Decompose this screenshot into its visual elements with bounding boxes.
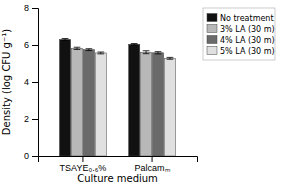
- axis-domain: [32, 9, 39, 157]
- error-bar-line: [86, 49, 93, 51]
- x-tick: TSAYE₀.₆%: [60, 156, 107, 173]
- series: [95, 52, 175, 156]
- axis-domain: [39, 157, 198, 163]
- error-bar: [62, 39, 69, 41]
- y-tick-label: 2: [24, 114, 29, 124]
- error-bar-line: [167, 57, 174, 59]
- y-tick: 0: [24, 151, 38, 161]
- x-tick: Palcamₘ: [135, 156, 170, 173]
- marks: [59, 39, 175, 156]
- x-axis: TSAYE₀.₆% Palcamₘ: [39, 156, 198, 173]
- x-tick-label: Palcamₘ: [135, 163, 170, 173]
- legend-label: 5% LA (30 m): [220, 47, 275, 56]
- series: [71, 47, 151, 156]
- error-bar-line: [74, 47, 81, 49]
- bar: [129, 44, 140, 156]
- error-bar: [86, 49, 93, 51]
- chart: 0 2 4 6 8 TSAYE₀.₆% PalcamₘCulture medium Densi…: [0, 0, 283, 186]
- legend-swatch: [207, 14, 217, 22]
- y-tick: 8: [24, 3, 38, 13]
- x-tick-label: TSAYE₀.₆%: [60, 163, 107, 173]
- series: [59, 39, 139, 156]
- error-bar: [167, 57, 174, 59]
- legend-swatch: [207, 25, 217, 33]
- legend-label: 4% LA (30 m): [220, 36, 275, 45]
- error-bar: [97, 52, 104, 54]
- legend-label: 3% LA (30 m): [220, 25, 275, 34]
- legend-swatch: [207, 36, 217, 44]
- y-tick-mark: [32, 156, 38, 157]
- bar: [164, 58, 175, 156]
- bar: [71, 48, 82, 156]
- error-bar-line: [131, 44, 138, 45]
- bar: [152, 53, 163, 156]
- legend-frame: [203, 8, 275, 60]
- y-tick-mark: [32, 82, 38, 83]
- legend-item: 3% LA (30 m): [207, 25, 275, 34]
- series: [83, 49, 163, 156]
- bar: [95, 53, 106, 156]
- y-tick-label: 8: [24, 3, 29, 13]
- error-bar: [143, 51, 150, 54]
- x-axis-title: Culture medium: [77, 173, 158, 184]
- y-axis: 0 2 4 6 8: [24, 3, 39, 161]
- legend-item: 5% LA (30 m): [207, 47, 275, 56]
- plot: 0 2 4 6 8 TSAYE₀.₆% Palcamₘ: [24, 3, 198, 173]
- y-tick: 4: [24, 77, 38, 87]
- y-tick: 6: [24, 40, 38, 50]
- y-tick-mark: [32, 119, 38, 120]
- error-bar-line: [155, 52, 162, 54]
- y-axis-title: Density (log CFU g⁻¹): [1, 29, 12, 135]
- bar: [59, 39, 70, 156]
- y-tick-mark: [32, 8, 38, 9]
- x-tick-mark: [82, 156, 83, 162]
- bar: [83, 50, 94, 156]
- y-tick-label: 4: [24, 77, 29, 87]
- y-tick-label: 6: [24, 40, 29, 50]
- error-bar-line: [62, 39, 69, 41]
- error-bar: [155, 52, 162, 54]
- error-bar-line: [97, 52, 104, 54]
- error-bar: [131, 44, 138, 45]
- legend-item: 4% LA (30 m): [207, 36, 275, 45]
- y-tick: 2: [24, 114, 38, 124]
- error-bar: [74, 47, 81, 49]
- error-bar-line: [143, 51, 150, 54]
- legend-label: No treatment: [220, 14, 274, 23]
- bar: [141, 52, 152, 156]
- y-tick-mark: [32, 45, 38, 46]
- legend-item: No treatment: [207, 14, 274, 23]
- legend-swatch: [207, 47, 217, 55]
- legend: No treatment 3% LA (30 m) 4% LA (30 m) 5% L…: [203, 8, 275, 60]
- x-tick-mark: [152, 156, 153, 162]
- y-tick-label: 0: [24, 151, 29, 161]
